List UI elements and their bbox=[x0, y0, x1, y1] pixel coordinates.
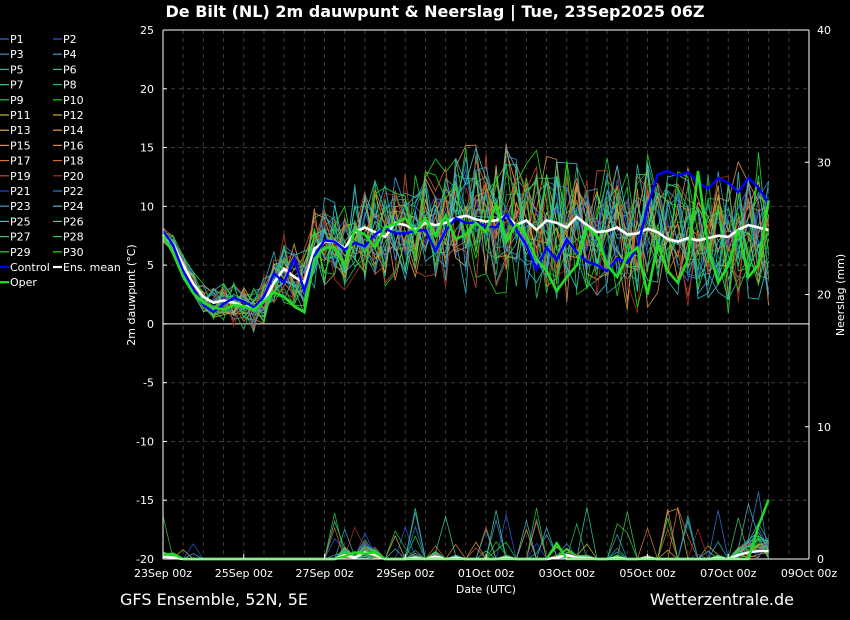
y2-tick-label: 40 bbox=[817, 24, 831, 37]
member-line-p20 bbox=[162, 165, 769, 329]
member-line-p29 bbox=[162, 147, 770, 321]
member-line-p22 bbox=[162, 167, 769, 318]
member-precip-p3 bbox=[162, 491, 769, 560]
footer-model: GFS Ensemble, 52N, 5E bbox=[120, 590, 308, 609]
y2-axis-label: Neerslag (mm) bbox=[834, 254, 847, 336]
legend-label: P23 bbox=[10, 200, 31, 213]
x-tick-label: 23Sep 00z bbox=[134, 567, 192, 580]
legend-label: P30 bbox=[63, 246, 84, 259]
legend-label: P24 bbox=[63, 200, 84, 213]
legend-label: Control bbox=[10, 261, 50, 274]
legend-label: P29 bbox=[10, 246, 31, 259]
legend-label: Oper bbox=[10, 276, 37, 289]
x-tick-label: 29Sep 00z bbox=[376, 567, 434, 580]
y2-tick-label: 20 bbox=[817, 289, 831, 302]
member-precip-p13 bbox=[162, 534, 769, 560]
x-tick-label: 25Sep 00z bbox=[215, 567, 273, 580]
legend-label: P22 bbox=[63, 185, 84, 198]
member-precip-p25 bbox=[162, 538, 769, 560]
legend-label: P5 bbox=[10, 63, 24, 76]
footer-source: Wetterzentrale.de bbox=[650, 590, 794, 609]
control-line bbox=[162, 169, 770, 314]
axes: 25 20 15 10 5 0 -5 -10 -15 -20 40 30 20 10 0 23Sep 00z 2… bbox=[134, 24, 837, 580]
legend-label: P20 bbox=[63, 170, 84, 183]
x-tick-label: 07Oct 00z bbox=[700, 567, 757, 580]
legend-label: P13 bbox=[10, 124, 31, 137]
legend-label: P7 bbox=[10, 79, 24, 92]
y-axis-label: 2m dauwpunt (°C) bbox=[125, 244, 138, 345]
legend-label: P14 bbox=[63, 124, 84, 137]
legend-label: P3 bbox=[10, 48, 24, 61]
x-axis-label: Date (UTC) bbox=[456, 583, 516, 596]
legend-label: P16 bbox=[63, 139, 84, 152]
legend-label: P17 bbox=[10, 155, 31, 168]
legend-label: P21 bbox=[10, 185, 31, 198]
legend-label: P2 bbox=[63, 33, 77, 46]
legend-label: P10 bbox=[63, 94, 84, 107]
legend-label: P9 bbox=[10, 94, 24, 107]
y-tick-label: 10 bbox=[140, 200, 154, 213]
y-tick-label: -15 bbox=[136, 494, 154, 507]
legend-label: P6 bbox=[63, 63, 77, 76]
y2-tick-label: 30 bbox=[817, 156, 831, 169]
x-tick-label: 05Oct 00z bbox=[619, 567, 676, 580]
legend-label: P11 bbox=[10, 109, 31, 122]
x-tick-label: 27Sep 00z bbox=[296, 567, 354, 580]
y-tick-label: 15 bbox=[140, 142, 154, 155]
legend: P1 P2 P3 P4 P5 P6 P7 P8 P9 P10 P11 P12 P13 P14 P15 P16 P… bbox=[0, 33, 121, 289]
legend-label: P12 bbox=[63, 109, 84, 122]
legend-label: P15 bbox=[10, 139, 31, 152]
legend-label: Ens. mean bbox=[63, 261, 121, 274]
legend-label: P26 bbox=[63, 215, 84, 228]
member-line-p27 bbox=[162, 175, 769, 322]
member-line-p25 bbox=[162, 146, 770, 313]
y2-tick-label: 0 bbox=[817, 553, 824, 566]
x-tick-label: 01Oct 00z bbox=[458, 567, 515, 580]
x-tick-label: 09Oct 00z bbox=[781, 567, 838, 580]
grid bbox=[163, 30, 809, 559]
member-precip-p21 bbox=[162, 538, 769, 560]
y2-tick-label: 10 bbox=[817, 421, 831, 434]
legend-label: P27 bbox=[10, 231, 31, 244]
legend-label: P19 bbox=[10, 170, 31, 183]
y-tick-label: 20 bbox=[140, 83, 154, 96]
main-series bbox=[161, 169, 770, 561]
legend-label: P4 bbox=[63, 48, 77, 61]
legend-label: P25 bbox=[10, 215, 31, 228]
member-line-p28 bbox=[162, 170, 770, 321]
member-line-p23 bbox=[162, 166, 770, 327]
legend-label: P18 bbox=[63, 155, 84, 168]
y-tick-label: -20 bbox=[136, 553, 154, 566]
y-tick-label: 25 bbox=[140, 24, 154, 37]
x-tick-label: 03Oct 00z bbox=[539, 567, 596, 580]
y-tick-label: -5 bbox=[143, 377, 154, 390]
member-precip-p30 bbox=[162, 535, 769, 560]
y-tick-label: -10 bbox=[136, 435, 154, 448]
y-tick-label: 5 bbox=[147, 259, 154, 272]
legend-label: P28 bbox=[63, 231, 84, 244]
legend-label: P1 bbox=[10, 33, 24, 46]
y-tick-label: 0 bbox=[147, 318, 154, 331]
chart-title: De Bilt (NL) 2m dauwpunt & Neerslag | Tu… bbox=[166, 2, 705, 22]
oper-line bbox=[161, 170, 770, 315]
legend-label: P8 bbox=[63, 79, 77, 92]
